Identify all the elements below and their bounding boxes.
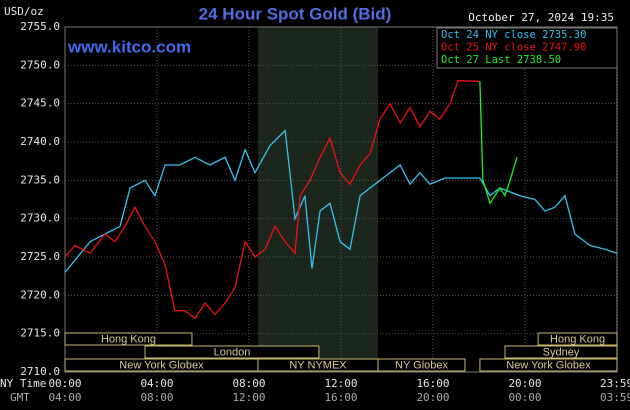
price-line [64,80,480,320]
chart-title: 24 Hour Spot Gold (Bid) [199,4,392,23]
watermark: www.kitco.com [67,37,191,56]
y-tick-label: 2715.0 [20,327,60,340]
y-tick-label: 2720.0 [20,288,60,301]
session-label: Sydney [543,346,580,358]
session-bar [537,332,618,346]
x-tick-label: 00:00 [48,377,81,390]
session-bar [377,358,466,372]
x-row-label: GMT [10,391,30,404]
session-bar [504,345,618,359]
session-label: Hong Kong [550,333,605,345]
x-tick-label-gmt: 04:00 [48,391,81,404]
session-label: Hong Kong [101,333,156,345]
session-shade [257,27,379,372]
session-bar [479,358,618,372]
y-tick-label: 2755.0 [20,20,60,33]
x-tick-label-gmt: 16:00 [324,391,357,404]
session-label: NY Globex [395,359,448,371]
x-tick-label-gmt: 00:00 [508,391,541,404]
y-tick-label: 2735.0 [20,173,60,186]
price-line [64,129,618,273]
x-tick-label-gmt: 12:00 [232,391,265,404]
x-tick-label-gmt: 03:59 [600,391,630,404]
legend-entry: Oct 24 NY close 2735.30 [441,29,586,41]
y-tick-label: 2745.0 [20,97,60,110]
y-tick-label: 2725.0 [20,250,60,263]
x-tick-label: 16:00 [416,377,449,390]
legend-entry: Oct 27 Last 2738.50 [441,54,561,66]
x-tick-label: 20:00 [508,377,541,390]
session-label: NY NYMEX [289,359,347,371]
x-tick-label-gmt: 20:00 [416,391,449,404]
session-label: New York Globex [506,359,591,371]
y-tick-label: 2750.0 [20,58,60,71]
x-row-label: NY Time [0,377,46,390]
x-tick-label-gmt: 08:00 [140,391,173,404]
legend-entry: Oct 25 NY close 2747.90 [441,42,586,54]
legend-box [436,27,618,69]
x-tick-label: 12:00 [324,377,357,390]
y-tick-label: 2710.0 [20,365,60,378]
y-tick-label: 2730.0 [20,212,60,225]
plot-frame [64,26,618,373]
x-tick-label: 23:59 [600,377,630,390]
session-bar [64,332,193,346]
x-tick-label: 08:00 [232,377,265,390]
price-line [479,81,518,205]
timestamp: October 27, 2024 19:35 [468,11,614,24]
x-tick-label: 04:00 [140,377,173,390]
y-unit: USD/oz [4,5,44,18]
session-bar [144,345,320,359]
y-tick-label: 2740.0 [20,135,60,148]
session-label: London [214,346,251,358]
session-label: New York Globex [119,359,204,371]
